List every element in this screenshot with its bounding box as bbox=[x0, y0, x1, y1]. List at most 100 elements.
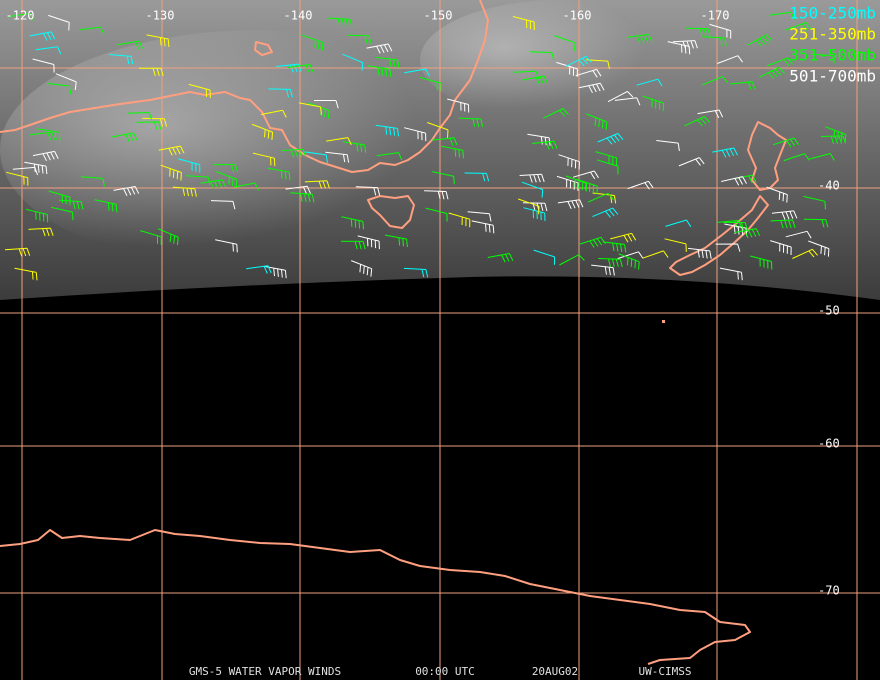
wind-barb bbox=[554, 35, 576, 51]
wind-barb bbox=[487, 253, 514, 263]
latitude-label: -70 bbox=[818, 584, 840, 598]
wind-barb bbox=[685, 27, 711, 37]
wind-barb bbox=[14, 267, 38, 281]
wind-barb bbox=[596, 159, 619, 175]
wind-barb bbox=[808, 240, 830, 257]
wind-barb bbox=[28, 227, 54, 237]
wind-barb bbox=[432, 137, 458, 146]
wind-barb bbox=[37, 128, 61, 141]
legend-entry: 351-500mb bbox=[789, 46, 876, 65]
wind-barb bbox=[447, 98, 470, 113]
wind-barb bbox=[376, 152, 403, 161]
wind-barb bbox=[715, 243, 741, 252]
wind-barb bbox=[448, 212, 471, 228]
wind-barb bbox=[280, 148, 307, 158]
wind-barb bbox=[404, 68, 430, 77]
wind-barb bbox=[521, 181, 544, 198]
longitude-label: -150 bbox=[424, 9, 453, 23]
wind-barb bbox=[719, 267, 743, 281]
wind-barb bbox=[808, 153, 835, 161]
wind-barb bbox=[687, 247, 712, 259]
wind-barb bbox=[341, 240, 366, 250]
wind-barb bbox=[50, 206, 74, 221]
wind-barb bbox=[664, 238, 687, 252]
legend-entry: 501-700mb bbox=[789, 67, 876, 86]
wind-barb bbox=[80, 176, 105, 187]
wind-barb bbox=[427, 122, 449, 138]
wind-barb bbox=[139, 67, 164, 77]
wind-barb bbox=[523, 207, 546, 222]
wind-barb bbox=[178, 158, 201, 173]
wind-barb bbox=[597, 133, 624, 145]
wind-barb bbox=[117, 40, 144, 50]
wind-barb bbox=[367, 65, 392, 78]
wind-barb bbox=[215, 239, 238, 253]
wind-barb bbox=[35, 46, 62, 55]
wind-barb bbox=[276, 63, 302, 73]
wind-barb bbox=[441, 145, 464, 159]
wind-barb bbox=[565, 175, 588, 192]
latitude-label: -60 bbox=[818, 437, 840, 451]
wind-barb bbox=[783, 153, 810, 162]
footer-text: 20AUG02 bbox=[532, 665, 578, 678]
wind-barb bbox=[785, 230, 812, 239]
wind-barb bbox=[723, 221, 748, 231]
wind-barb bbox=[94, 199, 118, 213]
wind-barb bbox=[598, 258, 623, 268]
wind-barb bbox=[642, 95, 664, 112]
wind-barb bbox=[518, 198, 540, 215]
wind-barb bbox=[48, 14, 70, 31]
wind-barb bbox=[721, 176, 747, 186]
moist-region bbox=[0, 30, 520, 270]
wind-barb bbox=[328, 17, 353, 28]
wind-barb bbox=[587, 192, 614, 203]
wind-barb bbox=[136, 121, 162, 130]
wind-barb bbox=[626, 33, 653, 44]
wind-barb bbox=[543, 108, 569, 119]
wind-barb bbox=[366, 43, 393, 54]
wind-barb bbox=[287, 63, 314, 73]
wind-barb bbox=[578, 82, 605, 94]
wind-barb bbox=[766, 186, 788, 203]
wind-barb bbox=[672, 40, 698, 49]
wind-barb bbox=[566, 55, 592, 67]
island-coast bbox=[254, 41, 273, 56]
wind-barb bbox=[702, 76, 729, 86]
wind-barb bbox=[142, 117, 167, 127]
wind-barb bbox=[533, 249, 556, 265]
wind-barb bbox=[8, 12, 34, 21]
wind-barb bbox=[556, 175, 579, 191]
wind-barb bbox=[684, 116, 711, 127]
footer-text: UW-CIMSS bbox=[639, 665, 692, 678]
legend-entry: 150-250mb bbox=[789, 4, 876, 23]
wind-barb bbox=[519, 173, 545, 183]
wind-barb bbox=[579, 236, 606, 248]
wind-barb bbox=[325, 151, 350, 163]
wind-barb bbox=[586, 113, 608, 130]
longitude-label: -170 bbox=[701, 9, 730, 23]
wind-barb bbox=[375, 56, 400, 68]
wind-barb bbox=[747, 34, 773, 47]
wind-barb bbox=[233, 182, 260, 191]
wind-barb bbox=[614, 97, 641, 106]
wind-barb bbox=[471, 220, 495, 234]
footer-text: GMS-5 WATER VAPOR WINDS bbox=[189, 665, 341, 678]
wind-barb bbox=[607, 90, 634, 103]
wind-barb bbox=[342, 141, 367, 153]
longitude-label: -140 bbox=[284, 9, 313, 23]
wind-barb bbox=[678, 157, 705, 167]
wind-barb bbox=[301, 34, 324, 51]
wind-barb bbox=[759, 66, 785, 79]
wind-barb bbox=[342, 53, 364, 71]
wind-barb bbox=[251, 123, 274, 141]
wind-barb bbox=[512, 16, 535, 31]
wind-barb bbox=[750, 255, 773, 270]
wind-barb bbox=[355, 186, 381, 196]
wind-barb bbox=[263, 265, 287, 279]
wind-barb bbox=[464, 172, 490, 182]
wind-barb bbox=[595, 151, 618, 166]
wind-barb bbox=[773, 137, 800, 148]
wind-barb bbox=[188, 83, 211, 99]
wind-barb bbox=[734, 228, 761, 239]
wind-barb bbox=[213, 164, 239, 173]
